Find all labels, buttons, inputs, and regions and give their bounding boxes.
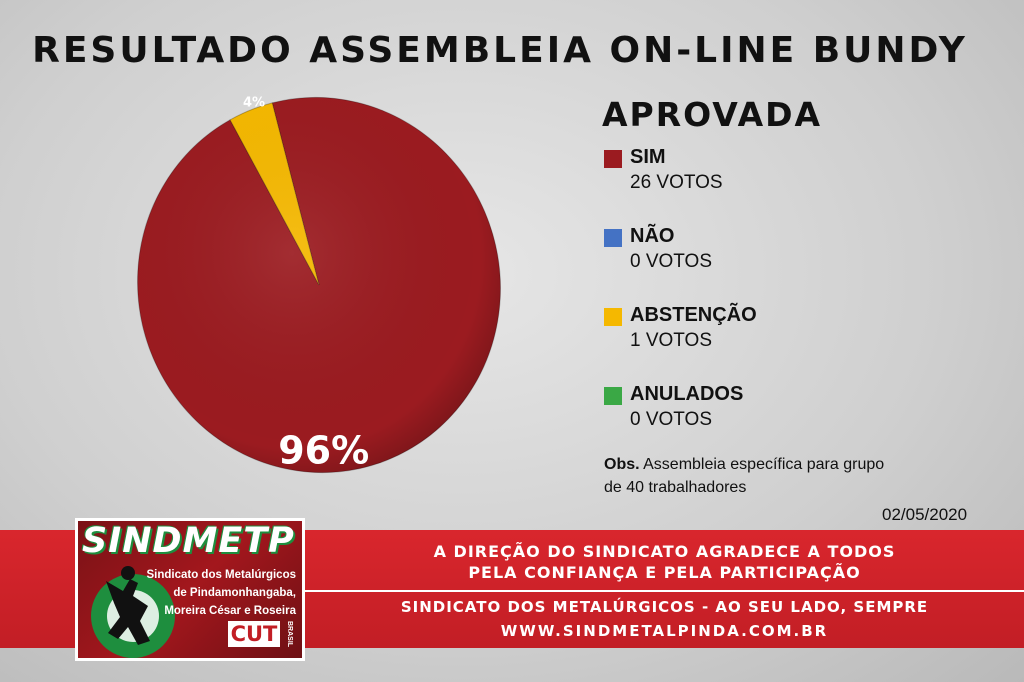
logo-line-1: Sindicato dos Metalúrgicos (146, 569, 296, 581)
legend-votes: 0 VOTOS (630, 251, 713, 272)
website-link[interactable]: WWW.SINDMETALPINDA.COM.BR (500, 622, 829, 640)
legend-label: NÃO (630, 225, 675, 247)
worker-silhouette-icon (91, 566, 175, 658)
legend-label: ANULADOS (630, 383, 744, 405)
logo-name: SINDMETP (82, 521, 295, 561)
legend-swatch (604, 229, 622, 247)
logo-background: SINDMETP Sindicato dos Metalúrgicos de P… (78, 521, 302, 658)
pie-shading (137, 97, 501, 473)
banner-line-1: A DIREÇÃO DO SINDICATO AGRADECE A TODOS (433, 542, 896, 561)
observation-note: Obs. Assembleia específica para grupo de… (604, 453, 904, 499)
result-status: APROVADA (602, 95, 823, 134)
pie-labels: 96% 4% (243, 96, 369, 473)
obs-text: Assembleia específica para grupo de 40 t… (604, 456, 885, 496)
banner-line-2: PELA CONFIANÇA E PELA PARTICIPAÇÃO (468, 563, 861, 582)
logo-line-2: de Pindamonhangaba, (173, 587, 296, 599)
legend-votes: 26 VOTOS (630, 172, 723, 193)
banner-divider (305, 590, 1024, 592)
logo-line-3: Moreira César e Roseira (164, 605, 296, 617)
legend-label: SIM (630, 146, 666, 168)
pie-chart: 96% 4% (137, 96, 501, 474)
obs-label: Obs. (604, 456, 640, 473)
banner-line-3: SINDICATO DOS METALÚRGICOS - AO SEU LADO… (400, 598, 929, 616)
pie-label-sim: 96% (278, 428, 369, 472)
legend-swatch (604, 308, 622, 326)
pie-label-abstenção: 4% (243, 96, 265, 111)
cut-brasil: BRASIL (286, 621, 293, 648)
sindicato-logo: SINDMETP Sindicato dos Metalúrgicos de P… (75, 518, 305, 661)
legend-swatch (604, 150, 622, 168)
legend-votes: 1 VOTOS (630, 330, 713, 351)
page-title: RESULTADO ASSEMBLEIA ON-LINE BUNDY (32, 30, 968, 71)
cut-logo: CUT (228, 621, 280, 647)
legend-label: ABSTENÇÃO (630, 304, 757, 326)
pie-slices (137, 96, 501, 474)
legend-swatch (604, 387, 622, 405)
legend-votes: 0 VOTOS (630, 409, 713, 430)
date: 02/05/2020 (882, 505, 968, 524)
